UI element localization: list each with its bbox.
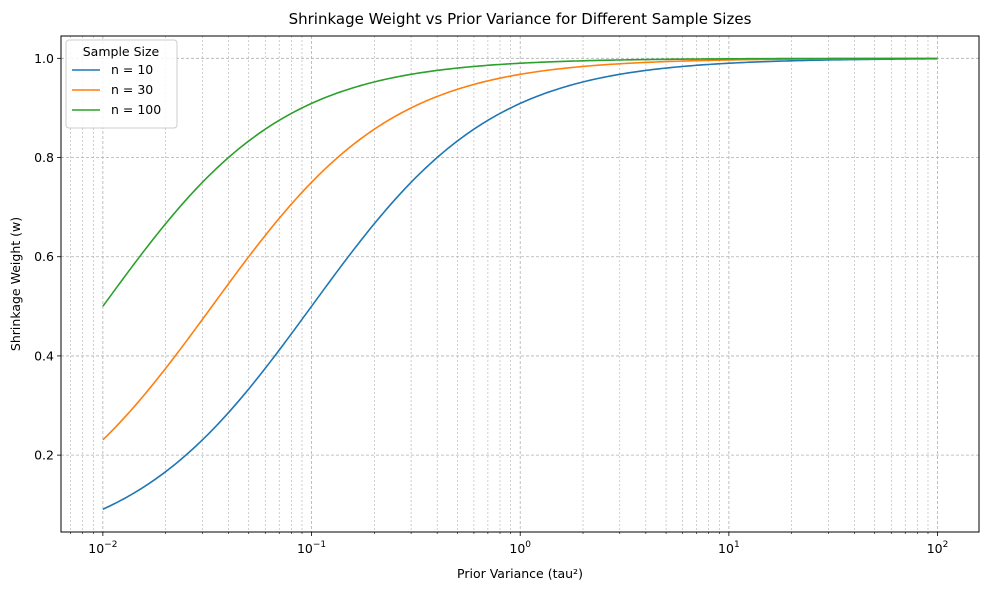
series-line-n-10 bbox=[102, 58, 938, 510]
x-axis-ticks: 10−2 10−1 100 101 102 bbox=[70, 532, 949, 556]
legend-label-n-10: n = 10 bbox=[111, 62, 153, 77]
y-tick-label: 0.4 bbox=[34, 348, 54, 363]
x-tick-label: 101 bbox=[718, 540, 740, 556]
y-tick-label: 0.2 bbox=[34, 448, 54, 463]
legend-label-n-30: n = 30 bbox=[111, 82, 153, 97]
y-axis-label: Shrinkage Weight (w) bbox=[8, 217, 23, 351]
legend-title: Sample Size bbox=[83, 44, 160, 59]
x-tick-label: 102 bbox=[927, 540, 949, 556]
x-tick-label: 100 bbox=[509, 540, 531, 556]
legend-box bbox=[65, 39, 178, 129]
x-tick-label: 10−2 bbox=[88, 540, 117, 556]
y-axis-ticks: 0.2 0.4 0.6 0.8 1.0 bbox=[34, 51, 61, 463]
y-tick-label: 0.6 bbox=[34, 249, 54, 264]
y-tick-label: 1.0 bbox=[34, 51, 54, 66]
series-lines bbox=[102, 57, 938, 510]
grid bbox=[61, 36, 979, 532]
legend: Sample Size n = 10 n = 30 n = 100 bbox=[65, 39, 178, 129]
x-axis-label: Prior Variance (tau²) bbox=[457, 566, 583, 581]
legend-label-n-100: n = 100 bbox=[111, 102, 161, 117]
x-tick-label: 10−1 bbox=[297, 540, 326, 556]
chart-title: Shrinkage Weight vs Prior Variance for D… bbox=[289, 10, 752, 28]
series-line-n-100 bbox=[102, 57, 938, 307]
y-tick-label: 0.8 bbox=[34, 150, 54, 165]
